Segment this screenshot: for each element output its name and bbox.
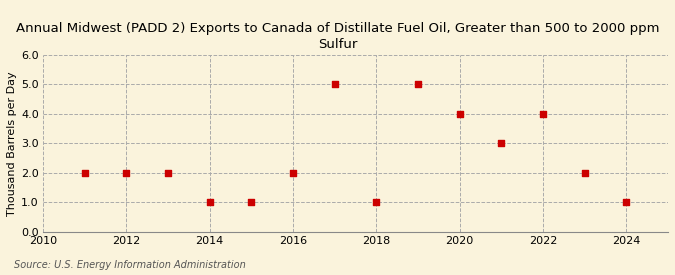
Text: Annual Midwest (PADD 2) Exports to Canada of Distillate Fuel Oil, Greater than 5: Annual Midwest (PADD 2) Exports to Canad… xyxy=(16,22,659,51)
Point xyxy=(288,171,298,175)
Point xyxy=(329,82,340,87)
Point xyxy=(579,171,590,175)
Point xyxy=(79,171,90,175)
Point xyxy=(538,112,549,116)
Point xyxy=(121,171,132,175)
Point xyxy=(163,171,173,175)
Point xyxy=(371,200,382,205)
Y-axis label: Thousand Barrels per Day: Thousand Barrels per Day xyxy=(7,71,17,216)
Point xyxy=(496,141,507,146)
Point xyxy=(621,200,632,205)
Point xyxy=(205,200,215,205)
Point xyxy=(412,82,423,87)
Text: Source: U.S. Energy Information Administration: Source: U.S. Energy Information Administ… xyxy=(14,260,245,270)
Point xyxy=(454,112,465,116)
Point xyxy=(246,200,256,205)
